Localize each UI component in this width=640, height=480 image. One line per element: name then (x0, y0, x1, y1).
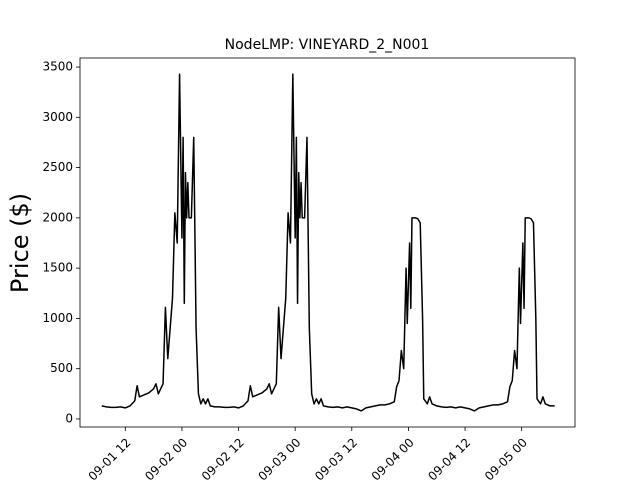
x-tick-label: 09-04 00 (369, 435, 417, 480)
x-tick-label: 09-04 12 (425, 435, 473, 480)
x-tick-label: 09-01 12 (86, 435, 134, 480)
y-tick-label: 3000 (42, 110, 73, 124)
x-tick-label: 09-03 00 (255, 435, 303, 480)
x-tick-label: 09-02 12 (199, 435, 247, 480)
x-tick-label: 09-05 00 (482, 435, 530, 480)
y-tick-label: 3500 (42, 60, 73, 74)
y-tick-label: 500 (50, 361, 73, 375)
y-axis-label: Price ($) (6, 193, 34, 293)
x-tick-label: 09-02 00 (142, 435, 190, 480)
plot-frame (79, 57, 576, 428)
y-tick-label: 1500 (42, 261, 73, 275)
x-tick-label: 09-03 12 (312, 435, 360, 480)
y-tick-label: 2000 (42, 210, 73, 224)
y-tick-label: 1000 (42, 311, 73, 325)
chart-title: NodeLMP: VINEYARD_2_N001 (225, 37, 430, 53)
price-line (101, 73, 555, 412)
y-tick-label: 0 (65, 411, 73, 425)
y-tick-label: 2500 (42, 160, 73, 174)
